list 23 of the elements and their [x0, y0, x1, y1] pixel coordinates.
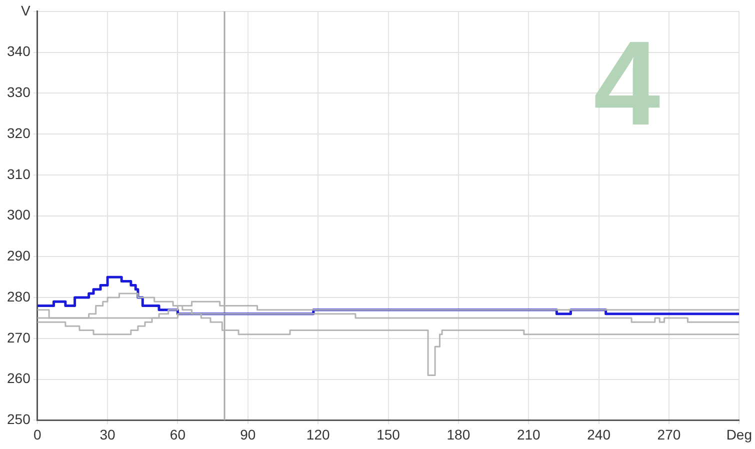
x-tick-label: 210 [516, 426, 541, 442]
y-tick-label: 270 [7, 329, 31, 346]
annotation: 4 [593, 16, 660, 150]
x-tick-label: 120 [306, 426, 330, 442]
y-tick-label: 250 [7, 411, 31, 428]
x-tick-label: 90 [240, 426, 256, 442]
x-tick-label: 180 [446, 426, 470, 442]
y-tick-label: 310 [7, 166, 31, 182]
x-tick-label: 0 [33, 426, 42, 442]
y-tick-label: 320 [7, 124, 31, 141]
y-tick-label: 290 [7, 248, 31, 264]
x-tick-label: 30 [100, 426, 116, 442]
y-tick-label: 300 [7, 206, 31, 223]
y-tick-label: V [21, 2, 32, 18]
x-tick-label: 60 [170, 426, 186, 442]
x-tick-label: 240 [587, 426, 611, 442]
y-tick-label: 330 [7, 84, 31, 100]
y-tick-label: 260 [7, 370, 31, 386]
y-tick-label: 280 [7, 288, 31, 304]
x-tick-label: 270 [657, 426, 681, 442]
x-tick-label: Deg [726, 426, 752, 442]
y-tick-label: 340 [7, 43, 31, 60]
x-tick-label: 150 [376, 426, 400, 442]
